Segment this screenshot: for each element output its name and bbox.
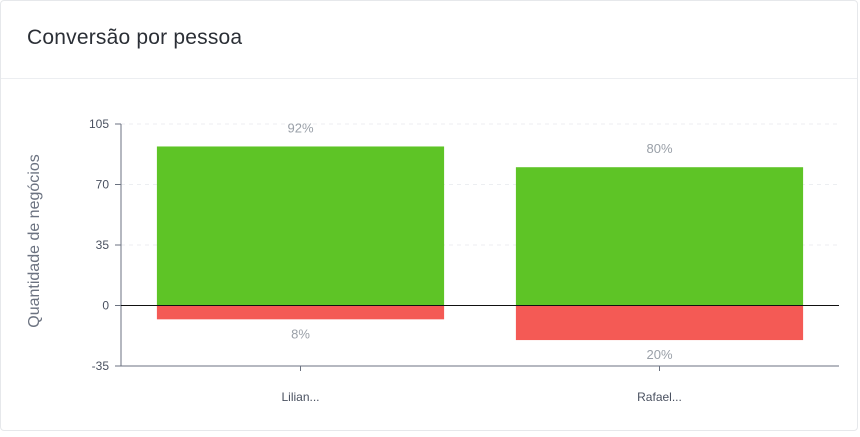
card-header: Conversão por pessoa [1,1,857,79]
y-tick-label: -35 [92,359,110,373]
data-label: 20% [646,347,672,362]
y-tick-label: 0 [102,299,109,313]
data-label: 92% [287,120,313,135]
bar-chart: 105 70 35 0 -35 Quantidade de negócios 92% 8% Li… [26,117,839,404]
chart-area: 105 70 35 0 -35 Quantidade de negócios 92% 8% Li… [1,80,859,432]
y-tick-label: 105 [89,117,109,131]
y-axis-label: Quantidade de negócios [26,154,43,327]
bar-positive [515,167,804,306]
y-tick-label: 35 [96,238,110,252]
bar-positive [156,146,445,306]
data-label: 8% [291,326,310,341]
bar-negative [156,305,445,320]
data-label: 80% [646,141,672,156]
card-title: Conversão por pessoa [27,25,243,49]
bar-negative [515,305,804,341]
y-tick-label: 70 [96,178,110,192]
x-tick-label: Rafael... [637,390,682,404]
x-tick-label: Lilian... [281,390,319,404]
